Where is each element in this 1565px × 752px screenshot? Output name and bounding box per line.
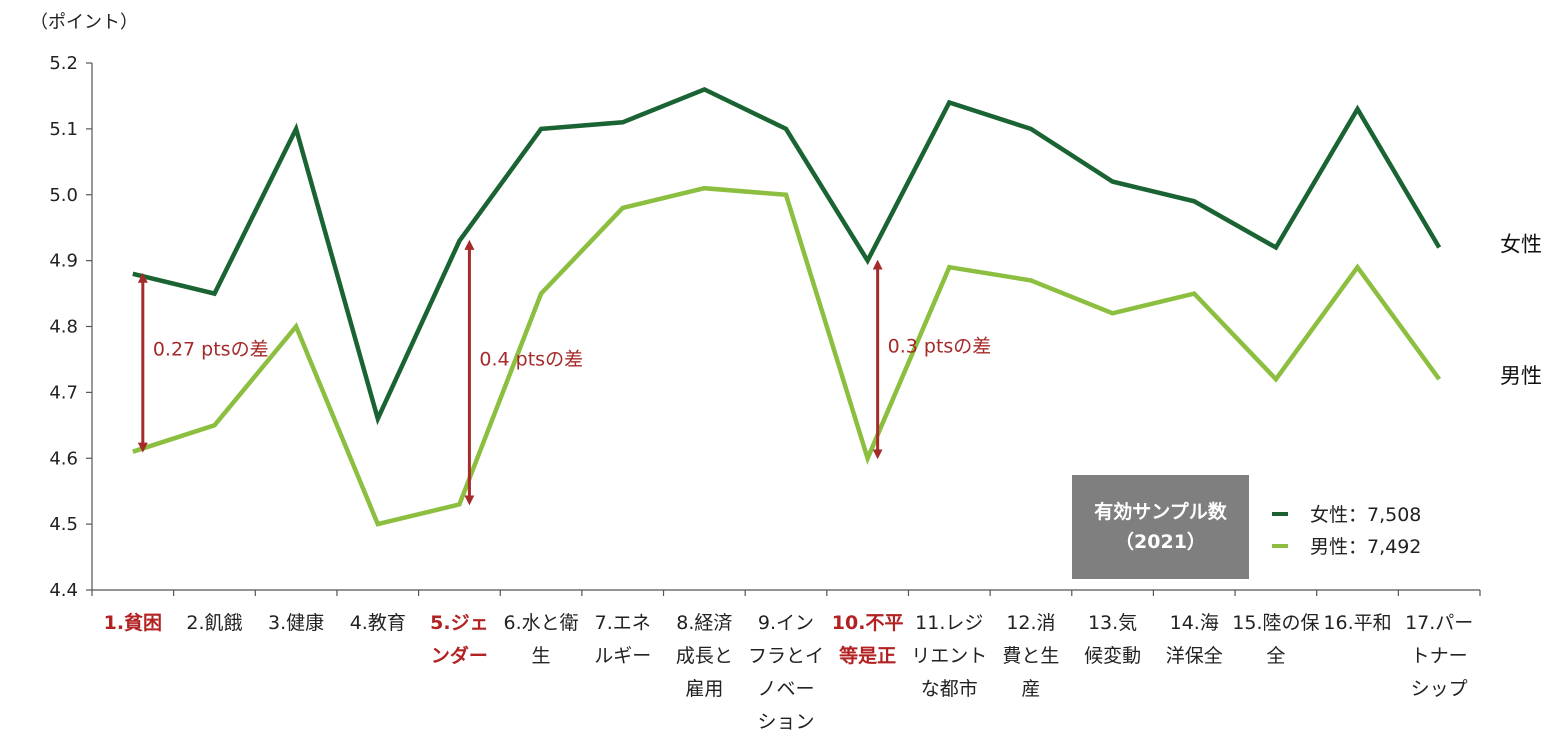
- y-tick-label: 4.6: [49, 448, 78, 469]
- series-label-male: 男性: [1500, 364, 1542, 388]
- x-category-label: 12.消費と生産: [1002, 612, 1059, 700]
- y-tick-label: 5.0: [49, 185, 78, 206]
- y-tick-label: 5.2: [49, 53, 78, 74]
- y-axis-unit-label: （ポイント）: [30, 12, 138, 33]
- x-category-label: 6.水と衛生: [503, 612, 578, 667]
- legend-swatch-female: [1272, 511, 1288, 516]
- x-category-label: 4.教育: [350, 612, 406, 634]
- x-category-label: 14.海洋保全: [1166, 612, 1223, 667]
- gap-annotation-label: 0.27 ptsの差: [153, 339, 269, 361]
- sample-size-year: （2021）: [1115, 531, 1206, 553]
- legend-item-male: 男性：7,492: [1272, 532, 1421, 559]
- legend-swatch-male: [1272, 543, 1288, 548]
- series-label-female: 女性: [1500, 232, 1542, 256]
- y-tick-label: 5.1: [49, 119, 78, 140]
- legend-label-female: 女性：7,508: [1310, 504, 1422, 526]
- y-tick-label: 4.4: [49, 580, 78, 601]
- x-category-label: 9.インフラとイノベーション: [748, 612, 824, 733]
- x-category-label: 5.ジェンダー: [430, 612, 488, 667]
- x-category-label: 3.健康: [268, 612, 324, 634]
- x-category-label: 17.パートナーシップ: [1405, 612, 1473, 700]
- sample-size-box: 有効サンプル数 （2021）: [1072, 475, 1249, 579]
- series-line-female: [132, 86, 1442, 426]
- x-category-label: 15.陸の保全: [1232, 612, 1319, 667]
- y-tick-label: 4.7: [49, 382, 78, 403]
- x-category-label: 2.飢餓: [186, 612, 242, 634]
- x-category-label: 7.エネルギー: [594, 612, 651, 667]
- y-tick-label: 4.8: [49, 317, 78, 338]
- y-tick-label: 4.5: [49, 514, 78, 535]
- x-category-label: 13.気候変動: [1084, 612, 1141, 667]
- gap-annotation-label: 0.3 ptsの差: [888, 335, 992, 357]
- legend-label-male: 男性：7,492: [1310, 536, 1422, 558]
- x-category-label: 16.平和: [1323, 612, 1391, 634]
- x-category-label: 10.不平等是正: [832, 612, 904, 667]
- x-category-label: 1.貧困: [104, 611, 162, 634]
- sample-size-title: 有効サンプル数: [1094, 501, 1227, 523]
- gap-annotation-label: 0.4 ptsの差: [479, 349, 583, 371]
- y-tick-label: 4.9: [49, 251, 78, 272]
- x-category-label: 8.経済成長と雇用: [676, 612, 733, 700]
- x-category-label: 11.レジリエントな都市: [911, 612, 987, 700]
- legend-item-female: 女性：7,508: [1272, 500, 1421, 527]
